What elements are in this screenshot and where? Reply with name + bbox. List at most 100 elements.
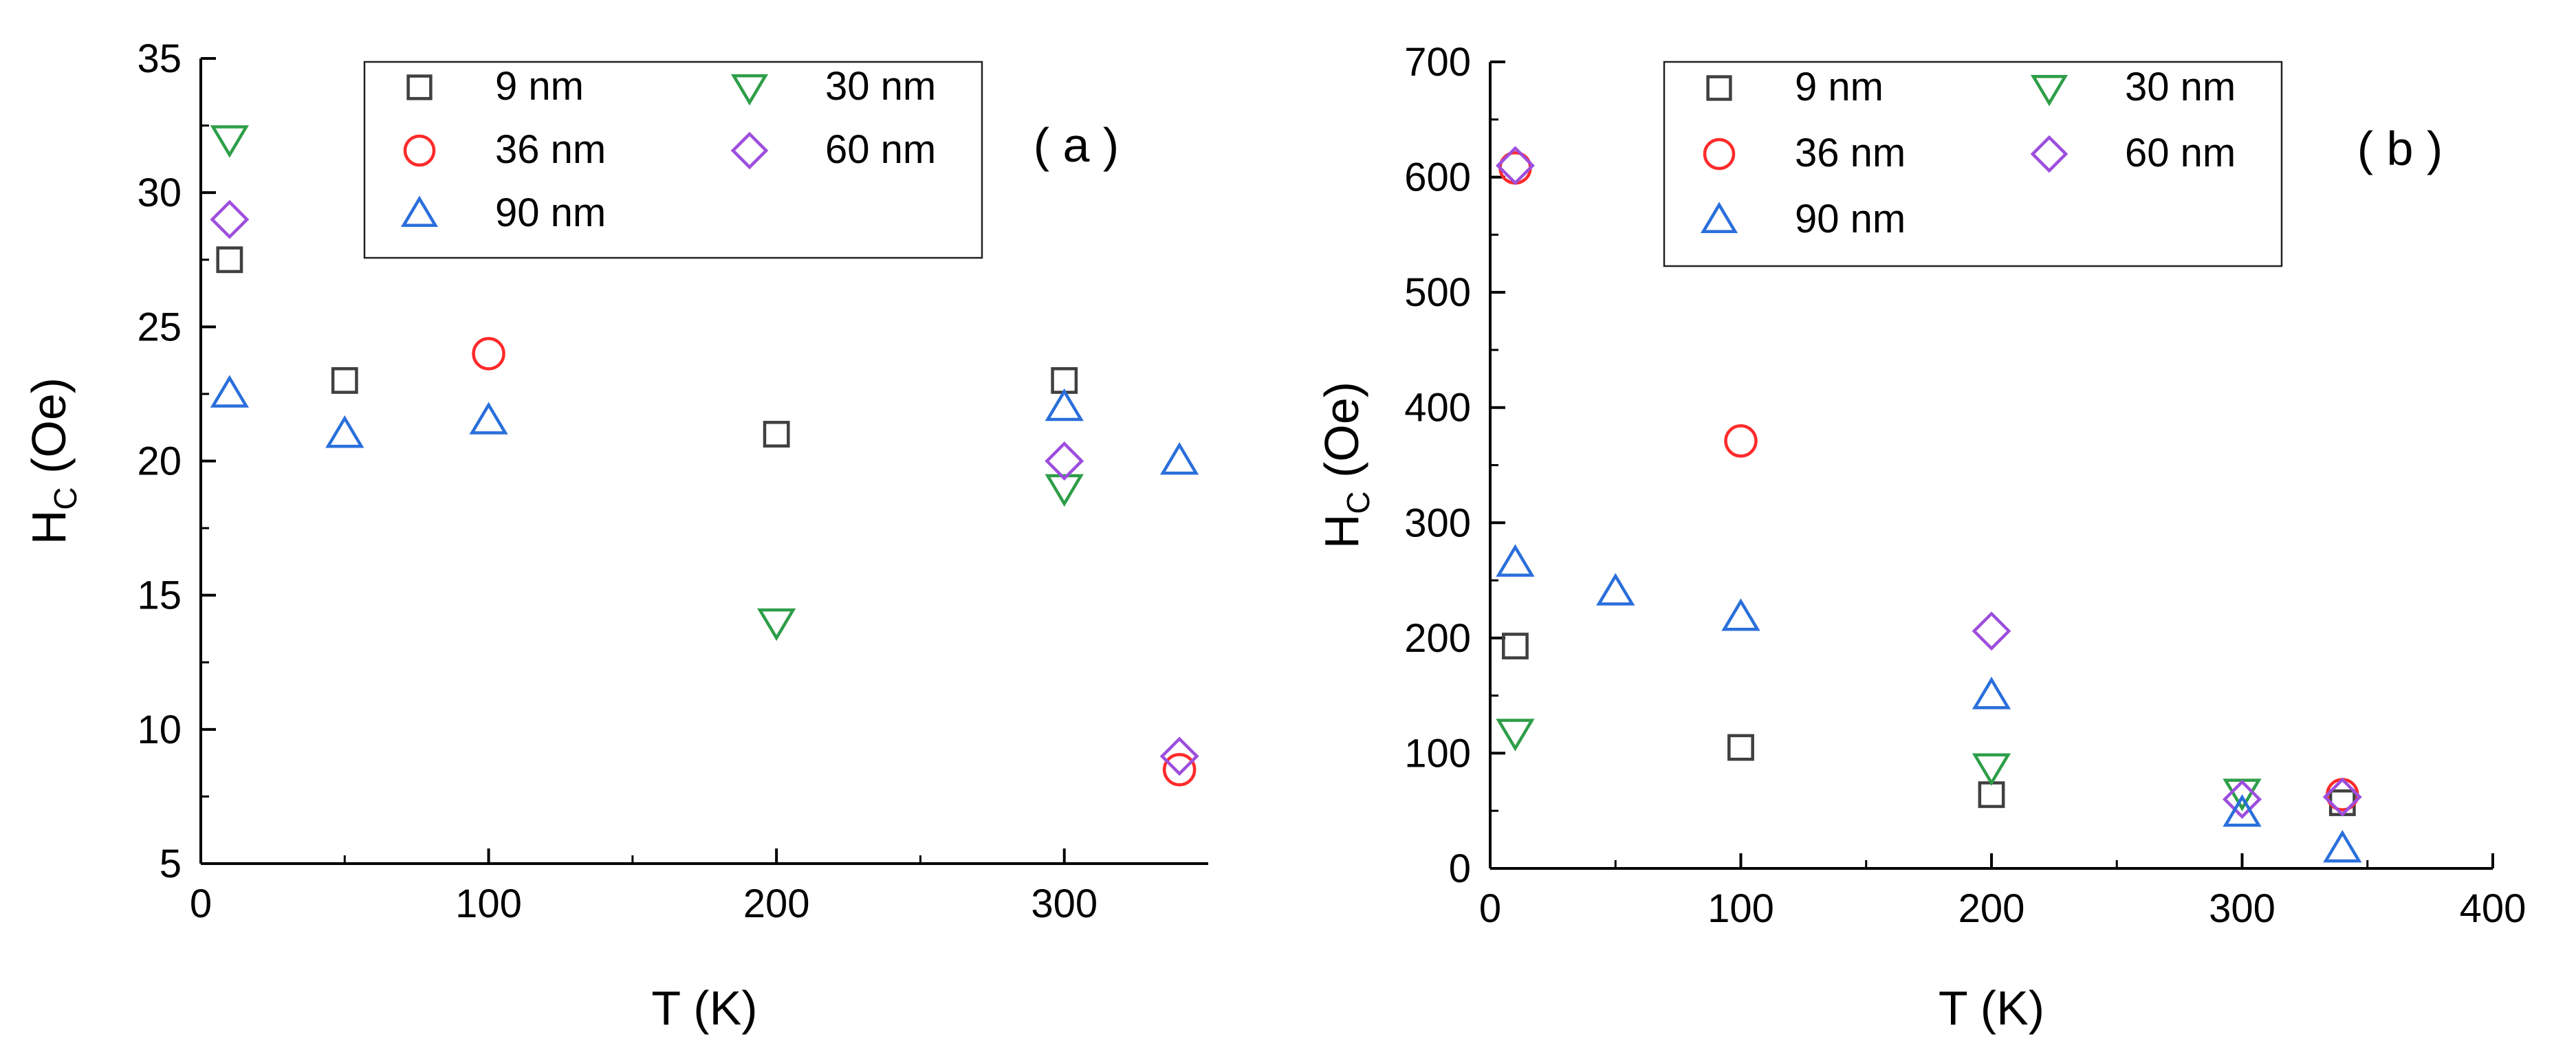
data-point <box>325 415 364 448</box>
x-tick-label: 0 <box>190 881 212 926</box>
y-axis-title-subscript: C <box>1340 491 1376 514</box>
y-axis-title: HC (Oe) <box>22 377 83 545</box>
y-tick-label: 300 <box>1404 501 1471 545</box>
y-tick-label: 35 <box>137 36 182 81</box>
legend-marker-9nm <box>406 74 433 100</box>
legend-frame <box>363 61 983 259</box>
legend-frame <box>1663 61 2283 267</box>
legend-label: 9 nm <box>1795 65 1884 109</box>
legend-label: 30 nm <box>2125 65 2236 109</box>
data-point <box>210 199 250 239</box>
y-tick-label: 500 <box>1404 270 1471 315</box>
y-tick-label: 600 <box>1404 155 1471 200</box>
legend-label: 36 nm <box>1795 131 1906 175</box>
data-point <box>216 246 243 274</box>
legend-marker-30nm <box>730 74 769 106</box>
x-tick-label: 100 <box>455 881 522 926</box>
data-point <box>210 125 250 158</box>
x-tick-label: 400 <box>2460 886 2526 931</box>
y-tick-label: 0 <box>1449 846 1471 891</box>
series-30nm <box>210 125 1084 642</box>
legend-marker-9nm <box>1706 75 1732 101</box>
panel-label: ( a ) <box>1034 118 1119 172</box>
series-60nm <box>1495 146 2362 819</box>
data-point <box>469 402 508 435</box>
x-tick-label: 300 <box>2209 886 2275 931</box>
series-90nm <box>1496 544 2362 863</box>
series-9nm <box>216 246 1078 448</box>
x-axis-title: T (K) <box>651 981 757 1035</box>
chart-panel-a: 5 10 15 20 25 30 35 0 100 200 300 T (K) HC (Oe) 9 nm 3… <box>22 36 1208 1035</box>
series-90nm <box>210 375 1199 475</box>
y-axis-title-main: H <box>1315 514 1368 549</box>
legend-marker-60nm <box>730 131 769 170</box>
data-point <box>1724 424 1758 458</box>
data-point <box>1045 474 1084 507</box>
data-point <box>1978 781 2005 809</box>
data-point <box>1162 753 1197 787</box>
data-point <box>1159 736 1199 776</box>
y-axis-title-unit: (Oe) <box>22 377 76 487</box>
legend-marker-36nm <box>1703 138 1736 171</box>
legend-label: 90 nm <box>495 190 606 235</box>
y-axis-title: HC (Oe) <box>1315 382 1376 549</box>
series-9nm <box>1502 633 2356 816</box>
data-point <box>1045 388 1084 421</box>
x-tick-label: 300 <box>1031 881 1098 926</box>
legend: 9 nm 36 nm 90 nm 30 nm 60 nm <box>363 61 983 259</box>
legend-label: 9 nm <box>495 64 584 109</box>
legend-marker-30nm <box>2030 74 2069 107</box>
data-point <box>210 375 250 408</box>
y-tick-label: 30 <box>137 171 182 215</box>
panel-label: ( b ) <box>2357 122 2443 175</box>
legend-marker-36nm <box>403 134 436 167</box>
data-point <box>1159 441 1199 475</box>
data-point <box>1972 753 2011 787</box>
data-point <box>1495 146 1535 186</box>
legend-label: 30 nm <box>825 64 936 109</box>
data-point <box>1045 441 1084 481</box>
data-point <box>763 421 790 448</box>
x-tick-label: 200 <box>1958 886 2025 931</box>
data-point <box>2223 794 2262 827</box>
legend-label: 90 nm <box>1795 197 1906 241</box>
x-tick-label: 100 <box>1707 886 1774 931</box>
data-point <box>2322 777 2362 817</box>
y-axis-title-subscript: C <box>47 487 83 509</box>
legend-label: 60 nm <box>2125 131 2236 175</box>
y-tick-label: 20 <box>137 439 182 484</box>
y-tick-label: 25 <box>137 305 182 349</box>
x-tick-label: 0 <box>1479 886 1501 931</box>
data-point <box>1972 677 2011 710</box>
data-point <box>756 608 796 642</box>
y-axis-title-main: H <box>22 510 76 545</box>
x-tick-label: 200 <box>743 881 810 926</box>
data-point <box>2223 779 2262 819</box>
data-point <box>1721 598 1760 631</box>
series-30nm <box>1496 719 2262 811</box>
chart-panel-b: 0 100 200 300 400 500 600 700 0 100 200 300 400 T (K)… <box>1315 40 2526 1035</box>
y-tick-label: 700 <box>1404 40 1471 85</box>
legend-marker-90nm <box>400 195 439 228</box>
y-tick-label: 5 <box>160 842 182 886</box>
y-axis-title-unit: (Oe) <box>1315 382 1368 491</box>
legend-marker-60nm <box>2030 135 2069 173</box>
legend: 9 nm 36 nm 90 nm 30 nm 60 nm <box>1663 61 2283 267</box>
x-axis-title: T (K) <box>1939 981 2044 1035</box>
y-tick-label: 100 <box>1404 731 1471 776</box>
data-point <box>1727 734 1754 761</box>
data-point <box>2323 830 2362 863</box>
data-point <box>1496 544 1535 577</box>
data-point <box>1496 719 1535 752</box>
y-tick-label: 200 <box>1404 616 1471 661</box>
y-tick-label: 15 <box>137 573 182 618</box>
legend-marker-90nm <box>1700 201 1738 234</box>
data-point <box>331 366 358 394</box>
data-point <box>1596 573 1635 606</box>
series-36nm <box>472 337 1197 787</box>
data-point <box>1502 633 1529 659</box>
y-tick-label: 10 <box>137 708 182 752</box>
data-point <box>472 337 505 371</box>
legend-label: 36 nm <box>495 127 606 172</box>
